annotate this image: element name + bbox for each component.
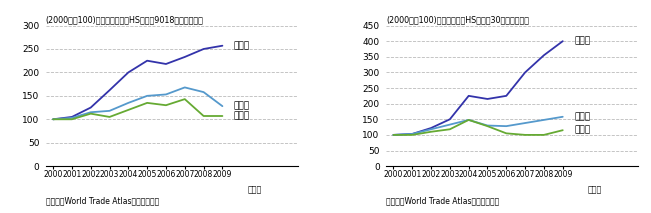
Text: 対世界: 対世界 [234,102,250,111]
Text: 対米国: 対米国 [574,126,590,135]
Text: （年）: （年） [588,186,602,195]
Text: 対中国: 対中国 [234,41,250,50]
Text: (2000年＝100)　医療用機器（HSコード9018）の輸出動向: (2000年＝100) 医療用機器（HSコード9018）の輸出動向 [46,16,204,25]
Text: 対中国: 対中国 [574,37,590,46]
Text: 資料：『World Trade Atlas』から作成。: 資料：『World Trade Atlas』から作成。 [386,197,499,206]
Text: 対世界: 対世界 [574,112,590,121]
Text: （年）: （年） [247,186,262,195]
Text: 対米国: 対米国 [234,111,250,121]
Text: (2000年＝100)　医療用品（HSコード30）の輸出動向: (2000年＝100) 医療用品（HSコード30）の輸出動向 [386,16,529,25]
Text: 資料：『World Trade Atlas』から作成。: 資料：『World Trade Atlas』から作成。 [46,197,159,206]
